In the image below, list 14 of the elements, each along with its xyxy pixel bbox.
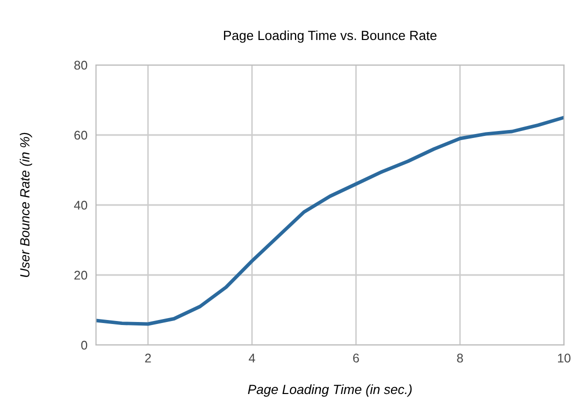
x-tick-label: 2 (145, 354, 151, 362)
y-tick-label: 0 (81, 340, 88, 350)
y-axis-title: User Bounce Rate (in %) (20, 132, 32, 277)
y-tick-label: 20 (74, 270, 88, 280)
x-tick-label: 4 (248, 354, 256, 362)
x-tick-label: 8 (457, 354, 463, 363)
x-tick-label: 10 (558, 354, 570, 363)
y-tick-label: 80 (74, 60, 88, 70)
x-tick-label: 6 (353, 354, 359, 363)
chart-title: Page Loading Time vs. Bounce Rate (224, 30, 437, 43)
x-axis-title: Page Loading Time (in sec.) (248, 384, 412, 397)
y-tick-label: 40 (74, 200, 88, 210)
line-series (96, 116, 564, 326)
y-tick-label: 60 (74, 130, 88, 140)
